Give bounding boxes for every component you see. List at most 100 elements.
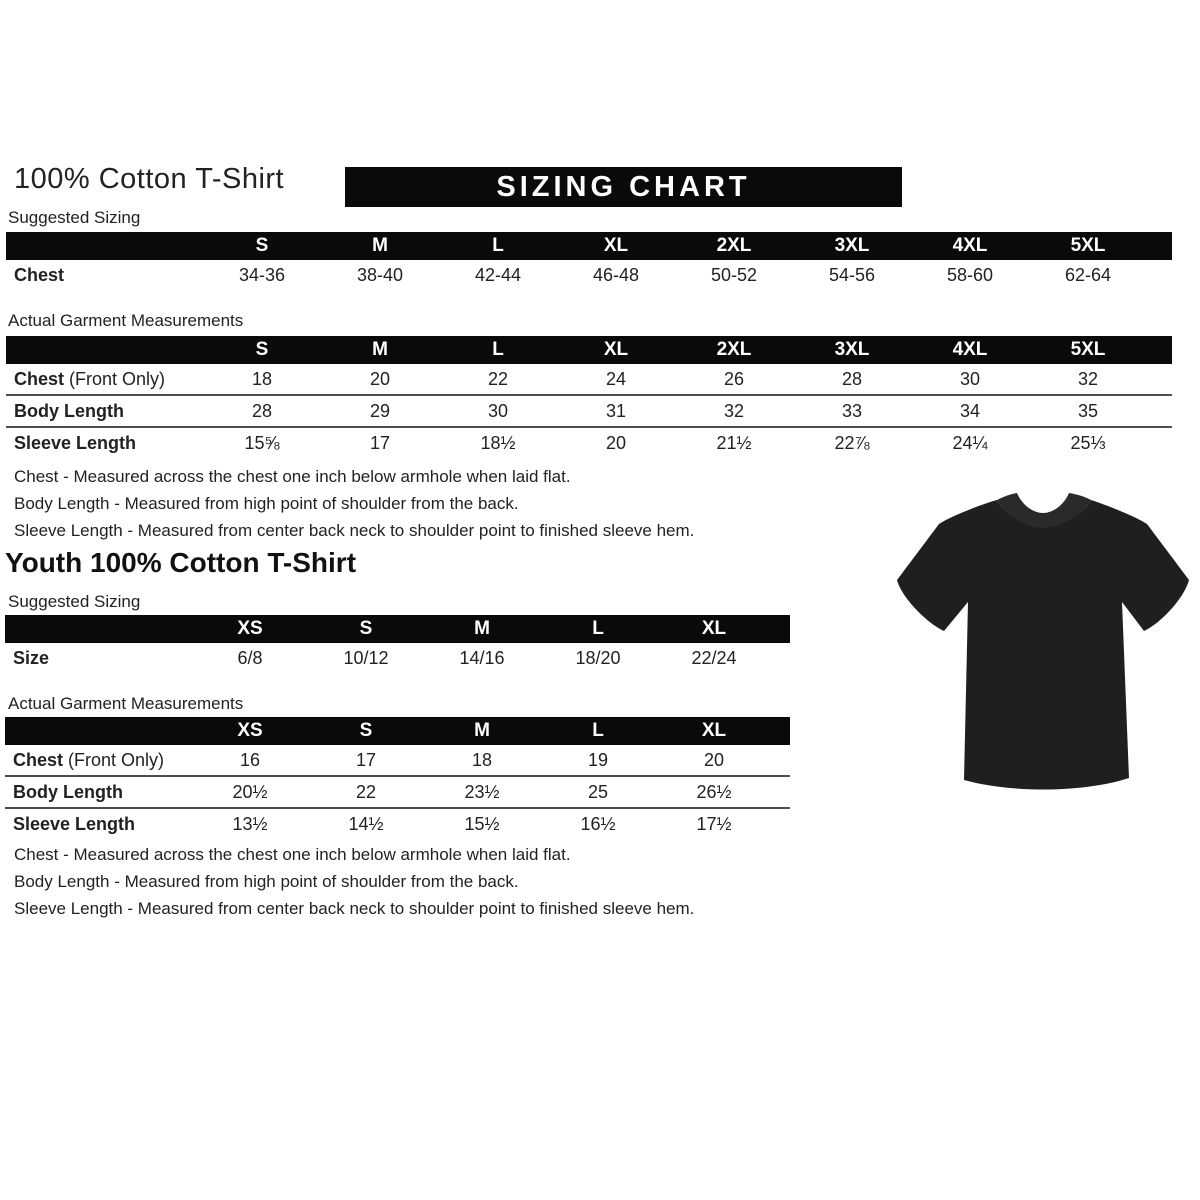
- table-cell: 58-60: [946, 264, 994, 285]
- adult-suggested-sizing-label: Suggested Sizing: [8, 208, 141, 227]
- table-header-row: XS S M L XL: [5, 717, 790, 745]
- table-row: Sleeve Length 13½ 14½ 15½ 16½ 17½: [5, 809, 790, 839]
- table-cell: 14/16: [459, 647, 505, 668]
- tshirt-icon: [897, 493, 1189, 790]
- row-label: Body Length: [5, 782, 192, 803]
- size-column-header: XS: [237, 618, 263, 639]
- note-line: Body Length - Measured from high point o…: [14, 872, 519, 891]
- size-column-header: 2XL: [716, 339, 752, 360]
- table-cell: 31: [605, 400, 627, 421]
- adult-actual-measurements-label: Actual Garment Measurements: [8, 311, 244, 330]
- table-cell: 10/12: [343, 647, 389, 668]
- table-cell: 25: [587, 781, 609, 802]
- sizing-chart-banner: SIZING CHART: [345, 167, 902, 207]
- youth-actual-measurements-label: Actual Garment Measurements: [8, 694, 244, 713]
- table-cell: 19: [587, 749, 609, 770]
- row-label-main: Chest: [14, 264, 65, 285]
- size-column-header: S: [255, 235, 269, 256]
- table-cell: 34-36: [238, 264, 286, 285]
- table-cell: 29: [369, 400, 391, 421]
- row-label: Size: [5, 648, 192, 669]
- table-cell: 15⅝: [244, 432, 280, 453]
- adult-actual-measurements-table: S M L XL 2XL 3XL 4XL 5XL Chest (Front Only) 18 20 2…: [6, 336, 1172, 458]
- row-label: Chest: [6, 265, 203, 286]
- table-cell: 22: [487, 368, 509, 389]
- size-column-header: M: [474, 720, 490, 741]
- size-column-header: XL: [603, 235, 629, 256]
- adult-suggested-sizing-table: S M L XL 2XL 3XL 4XL 5XL Chest 34-36 38-40 42-44 46-…: [6, 232, 1172, 290]
- table-cell: 32: [723, 400, 745, 421]
- table-cell: 18: [251, 368, 273, 389]
- table-cell: 17: [355, 749, 377, 770]
- size-column-header: 5XL: [1070, 339, 1106, 360]
- table-cell: 28: [251, 400, 273, 421]
- table-cell: 18½: [480, 432, 516, 453]
- size-column-header: 3XL: [834, 339, 870, 360]
- table-header-row: XS S M L XL: [5, 615, 790, 643]
- youth-section-title: Youth 100% Cotton T-Shirt: [5, 547, 357, 578]
- size-column-header: L: [592, 618, 604, 639]
- table-cell: 20: [369, 368, 391, 389]
- table-cell: 18/20: [575, 647, 621, 668]
- size-column-header: S: [255, 339, 269, 360]
- size-column-header: 2XL: [716, 235, 752, 256]
- table-cell: 42-44: [474, 264, 522, 285]
- table-cell: 17: [369, 432, 391, 453]
- table-cell: 30: [487, 400, 509, 421]
- row-label-main: Sleeve Length: [14, 432, 137, 453]
- table-row: Body Length 20½ 22 23½ 25 26½: [5, 777, 790, 809]
- table-cell: 20½: [232, 781, 268, 802]
- table-cell: 15½: [464, 813, 500, 834]
- table-cell: 34: [959, 400, 981, 421]
- size-column-header: 4XL: [952, 339, 988, 360]
- size-column-header: M: [372, 235, 388, 256]
- table-cell: 35: [1077, 400, 1099, 421]
- youth-measurement-notes: Chest - Measured across the chest one in…: [14, 841, 694, 922]
- youth-actual-measurements-table: XS S M L XL Chest (Front Only) 16 17 18 19 20 Body …: [5, 717, 790, 839]
- table-cell: 21½: [716, 432, 752, 453]
- note-line: Sleeve Length - Measured from center bac…: [14, 899, 695, 918]
- table-cell: 32: [1077, 368, 1099, 389]
- row-label: Sleeve Length: [5, 814, 192, 835]
- size-column-header: XL: [701, 720, 727, 741]
- table-cell: 24¼: [952, 432, 988, 453]
- table-cell: 24: [605, 368, 627, 389]
- row-label-main: Body Length: [13, 781, 123, 802]
- black-tshirt-image: [891, 486, 1195, 806]
- table-cell: 23½: [464, 781, 500, 802]
- table-cell: 22⅞: [834, 432, 870, 453]
- size-column-header: XL: [603, 339, 629, 360]
- table-row: Chest (Front Only) 18 20 22 24 26 28 30 32: [6, 364, 1172, 396]
- youth-suggested-sizing-label: Suggested Sizing: [8, 592, 141, 611]
- table-cell: 22: [355, 781, 377, 802]
- size-column-header: L: [492, 339, 504, 360]
- size-column-header: M: [474, 618, 490, 639]
- table-cell: 26: [723, 368, 745, 389]
- size-column-header: L: [492, 235, 504, 256]
- table-cell: 18: [471, 749, 493, 770]
- table-cell: 33: [841, 400, 863, 421]
- table-header-row: S M L XL 2XL 3XL 4XL 5XL: [6, 336, 1172, 364]
- table-header-row: S M L XL 2XL 3XL 4XL 5XL: [6, 232, 1172, 260]
- row-label-main: Sleeve Length: [13, 813, 136, 834]
- adult-measurement-notes: Chest - Measured across the chest one in…: [14, 463, 694, 544]
- size-column-header: XS: [237, 720, 263, 741]
- row-label-main: Body Length: [14, 400, 124, 421]
- table-row: Chest (Front Only) 16 17 18 19 20: [5, 745, 790, 777]
- row-label: Chest (Front Only): [13, 749, 165, 770]
- table-cell: 17½: [696, 813, 732, 834]
- table-cell: 46-48: [592, 264, 640, 285]
- size-column-header: XL: [701, 618, 727, 639]
- note-line: Chest - Measured across the chest one in…: [14, 845, 571, 864]
- row-label-main: Chest: [13, 749, 64, 770]
- table-cell: 16½: [580, 813, 616, 834]
- size-column-header: S: [359, 720, 373, 741]
- row-label-main: Chest: [14, 368, 65, 389]
- note-line: Chest - Measured across the chest one in…: [14, 467, 571, 486]
- row-label: Chest (Front Only): [14, 368, 166, 389]
- table-cell: 25⅓: [1070, 432, 1106, 453]
- table-cell: 20: [703, 749, 725, 770]
- table-cell: 22/24: [691, 647, 737, 668]
- size-column-header: L: [592, 720, 604, 741]
